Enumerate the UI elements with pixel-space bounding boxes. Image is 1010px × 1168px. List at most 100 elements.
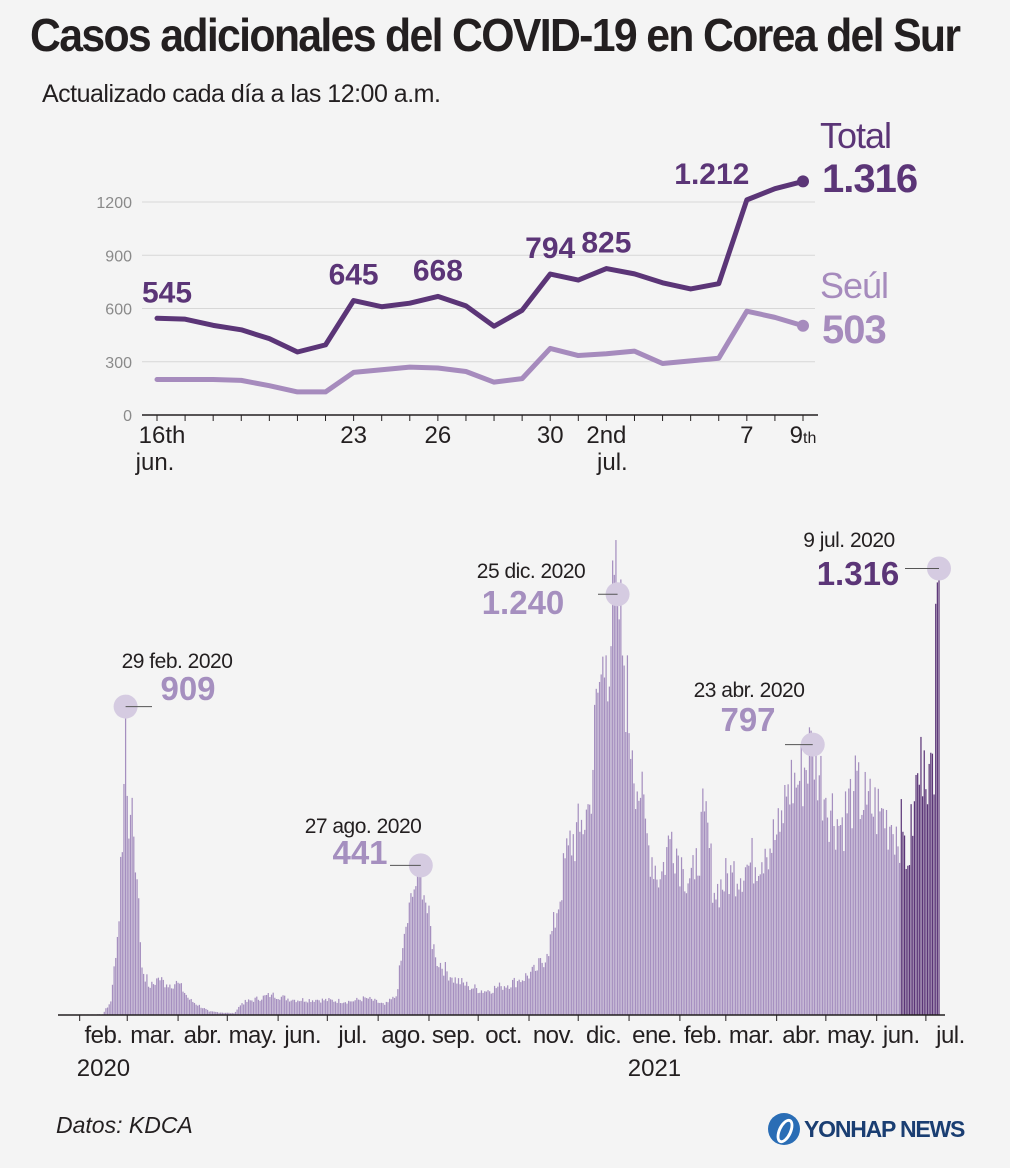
bar — [672, 863, 674, 1015]
bar — [467, 986, 469, 1015]
bar — [602, 656, 604, 1015]
bar — [298, 1001, 301, 1015]
bar — [147, 986, 150, 1015]
bar — [247, 999, 250, 1015]
bar — [653, 879, 655, 1015]
bar — [839, 825, 842, 1015]
bar — [521, 980, 524, 1015]
bar — [152, 984, 155, 1015]
bar — [777, 808, 779, 1015]
bar — [859, 819, 861, 1015]
bar — [838, 825, 840, 1015]
bar — [913, 801, 916, 1015]
bar — [757, 875, 760, 1015]
bar — [459, 984, 461, 1015]
bar — [466, 981, 468, 1015]
bar — [761, 862, 763, 1015]
annotation-date: 27 ago. 2020 — [305, 815, 422, 838]
bar — [908, 865, 911, 1015]
series-point — [797, 319, 809, 332]
bar — [751, 837, 753, 1015]
bar — [405, 926, 407, 1015]
bar — [198, 1004, 201, 1015]
bar — [269, 997, 271, 1015]
bar — [548, 956, 550, 1015]
bar — [236, 1009, 238, 1015]
bar — [225, 1012, 227, 1015]
bar — [369, 996, 371, 1015]
bar — [124, 706, 127, 1015]
bar — [718, 907, 720, 1015]
bar — [736, 883, 738, 1015]
bar — [384, 1004, 386, 1015]
bar — [323, 1000, 325, 1015]
annotation-value: 797 — [720, 701, 775, 738]
bar — [106, 1007, 109, 1015]
bar — [815, 736, 817, 1015]
bar — [903, 835, 906, 1015]
bar — [477, 993, 479, 1015]
bar — [325, 998, 327, 1015]
yonhap-logo: YONHAP NEWS — [768, 1110, 965, 1148]
bar — [636, 791, 638, 1015]
bar — [792, 803, 794, 1015]
bar — [708, 848, 711, 1015]
bar — [853, 791, 855, 1015]
bar — [321, 998, 324, 1015]
bar — [515, 987, 517, 1015]
bar — [382, 1003, 384, 1015]
bar — [862, 810, 865, 1015]
bar — [492, 992, 494, 1015]
bar — [252, 1001, 255, 1015]
bar — [692, 855, 694, 1015]
bar — [505, 987, 507, 1015]
bar — [410, 893, 412, 1015]
bar — [567, 845, 569, 1015]
bar — [789, 804, 791, 1015]
bar — [105, 1008, 107, 1015]
bar — [703, 811, 706, 1015]
bar — [592, 769, 594, 1015]
bar — [803, 767, 806, 1015]
bar — [392, 996, 394, 1015]
x-tick-label: abr. — [782, 1022, 820, 1049]
bar — [144, 981, 146, 1015]
bar — [897, 846, 899, 1015]
bar — [159, 980, 161, 1015]
bar — [356, 997, 358, 1015]
bar — [587, 804, 589, 1015]
series-line-seoul — [154, 308, 806, 395]
bar — [120, 856, 122, 1015]
bar — [821, 820, 824, 1015]
bar — [574, 861, 576, 1015]
bar — [759, 874, 761, 1015]
bar — [564, 858, 566, 1015]
bar — [798, 780, 801, 1015]
bar — [418, 859, 420, 1015]
bar — [172, 988, 174, 1015]
bar — [402, 948, 404, 1015]
bar — [472, 988, 474, 1015]
bar — [764, 848, 766, 1015]
bar — [464, 985, 466, 1015]
bar — [830, 810, 832, 1015]
x-tick-label-text: 9 — [790, 422, 803, 449]
bar — [782, 823, 784, 1015]
bar — [743, 880, 745, 1015]
bar — [202, 1008, 204, 1015]
bar — [825, 797, 827, 1015]
bar — [303, 1001, 305, 1015]
bar — [110, 1001, 112, 1015]
bar — [415, 886, 417, 1015]
x-tick-label: nov. — [533, 1022, 575, 1049]
bar — [753, 883, 755, 1015]
bar — [157, 977, 160, 1015]
bar — [349, 1001, 351, 1015]
bar — [905, 868, 907, 1015]
y-tick-label: 0 — [123, 408, 132, 425]
bar — [151, 981, 153, 1015]
bar — [664, 874, 666, 1015]
bar — [744, 867, 747, 1015]
y-tick-label: 600 — [105, 302, 132, 319]
bar — [733, 861, 735, 1015]
